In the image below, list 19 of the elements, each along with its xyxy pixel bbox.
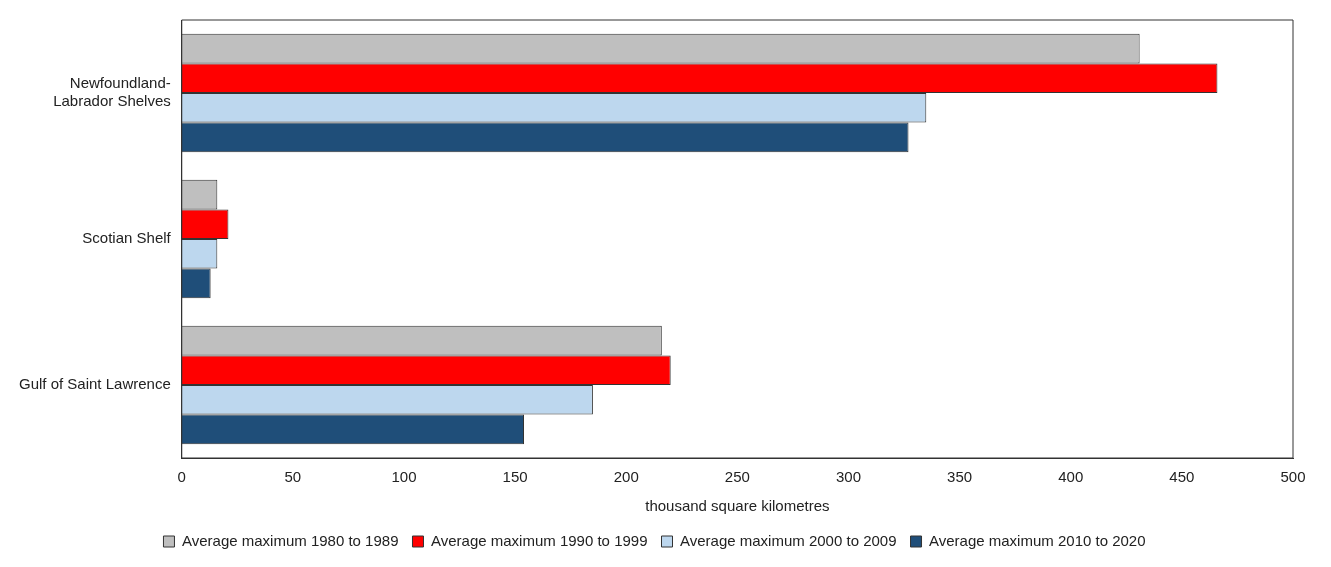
x-tick-label: 50 — [284, 468, 302, 486]
x-tick-label: 0 — [177, 468, 186, 486]
y-tick-label: Gulf of Saint Lawrence — [18, 375, 171, 393]
y-tick-label: Scotian Shelf — [82, 229, 172, 247]
x-tick-label: 200 — [613, 468, 639, 486]
legend-label: Average maximum 1980 to 1989 — [181, 531, 399, 549]
x-tick-label: 400 — [1058, 468, 1084, 486]
x-tick-label: 100 — [391, 468, 417, 486]
legend-label: Average maximum 1990 to 1999 — [430, 531, 648, 549]
legend-label: Average maximum 2000 to 2009 — [680, 531, 897, 549]
y-tick-label: Newfoundland-Labrador Shelves — [53, 74, 171, 110]
x-tick-label: 150 — [502, 468, 528, 486]
x-tick-label: 250 — [724, 468, 750, 486]
x-tick-label: 350 — [947, 468, 973, 486]
x-tick-label: 300 — [835, 468, 862, 486]
x-axis-title: thousand square kilometres — [645, 497, 830, 515]
x-tick-label: 500 — [1280, 468, 1306, 486]
legend-label: Average maximum 2010 to 2020 — [929, 531, 1146, 549]
x-tick-label: 450 — [1169, 468, 1195, 486]
